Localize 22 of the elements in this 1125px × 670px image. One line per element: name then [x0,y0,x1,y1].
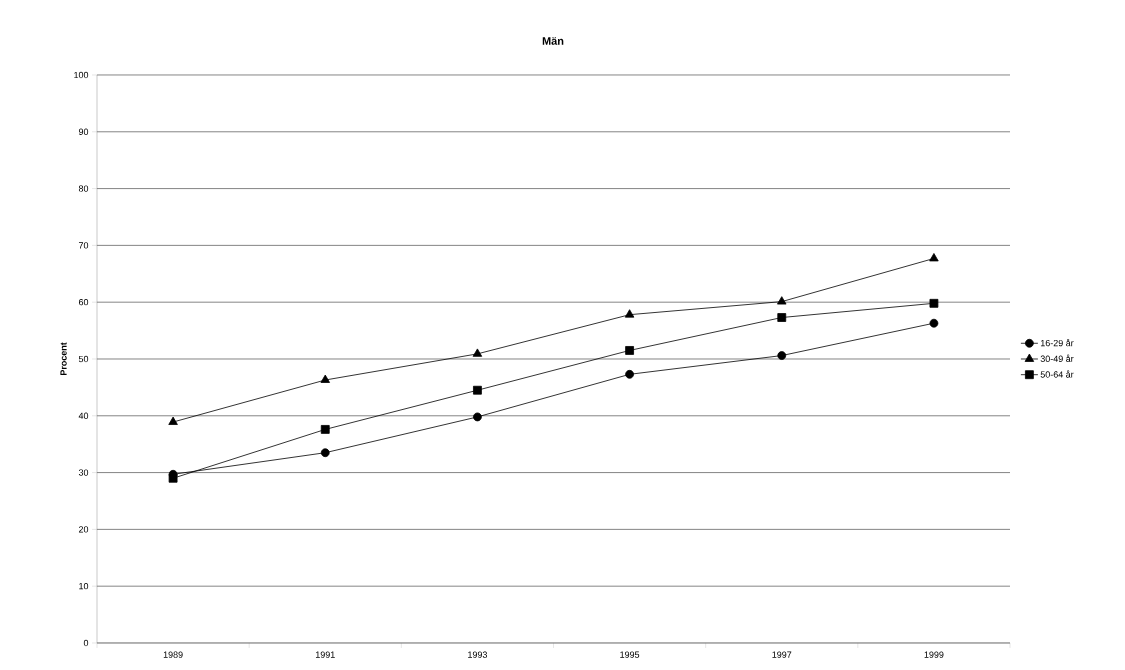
x-tick-label: 1993 [468,651,487,658]
y-tick-label: 80 [78,185,89,192]
y-tick-label: 60 [78,299,89,306]
y-tick-label: 40 [78,412,89,419]
x-tick-label: 1997 [772,651,792,658]
legend-label: 16-29 år [1040,338,1074,347]
x-tick-label: 1999 [924,651,944,658]
chart-title: Män [542,37,564,45]
legend-label: 30-49 år [1040,354,1074,362]
y-axis-title: Procent [60,342,67,376]
y-tick-label: 100 [74,71,89,79]
x-tick-label: 1989 [163,651,183,658]
y-tick-label: 30 [78,469,89,476]
y-tick-label: 20 [78,526,89,533]
x-tick-label: 1991 [315,651,335,658]
legend-label: 50-64 år [1040,370,1074,378]
y-tick-label: 50 [78,355,89,363]
y-tick-label: 70 [78,242,89,249]
y-tick-label: 90 [78,128,89,135]
y-tick-label: 0 [83,639,89,647]
x-tick-label: 1995 [620,651,640,658]
y-tick-label: 10 [79,583,89,590]
